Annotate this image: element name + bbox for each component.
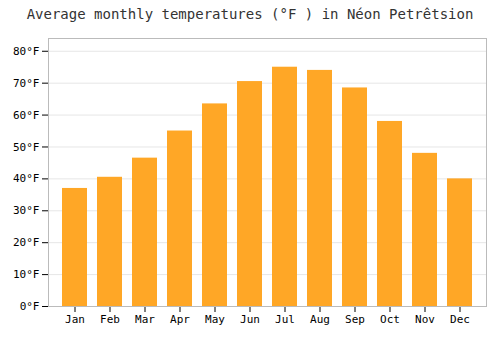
svg-text:50°F: 50°F <box>13 140 40 153</box>
svg-text:10°F: 10°F <box>13 268 40 281</box>
svg-text:30°F: 30°F <box>13 204 40 217</box>
svg-text:Oct: Oct <box>380 313 400 326</box>
svg-text:May: May <box>205 313 225 326</box>
svg-text:20°F: 20°F <box>13 236 40 249</box>
svg-text:70°F: 70°F <box>13 77 40 90</box>
svg-text:Apr: Apr <box>170 313 190 326</box>
svg-text:80°F: 80°F <box>13 45 40 58</box>
svg-text:Feb: Feb <box>100 313 120 326</box>
svg-text:0°F: 0°F <box>20 300 40 313</box>
svg-text:60°F: 60°F <box>13 109 40 122</box>
svg-text:Nov: Nov <box>415 313 435 326</box>
svg-text:Jan: Jan <box>65 313 85 326</box>
html-text:Average monthly temperatures (: Average monthly temperatures (°F ) in Né… <box>26 6 474 22</box>
svg-text:Dec: Dec <box>450 313 470 326</box>
svg-text:Jun: Jun <box>240 313 260 326</box>
svg-text:Mar: Mar <box>135 313 155 326</box>
svg-text:Jul: Jul <box>275 313 295 326</box>
svg-text:Aug: Aug <box>310 313 330 326</box>
svg-text:Sep: Sep <box>345 313 365 326</box>
svg-text:40°F: 40°F <box>13 172 40 185</box>
